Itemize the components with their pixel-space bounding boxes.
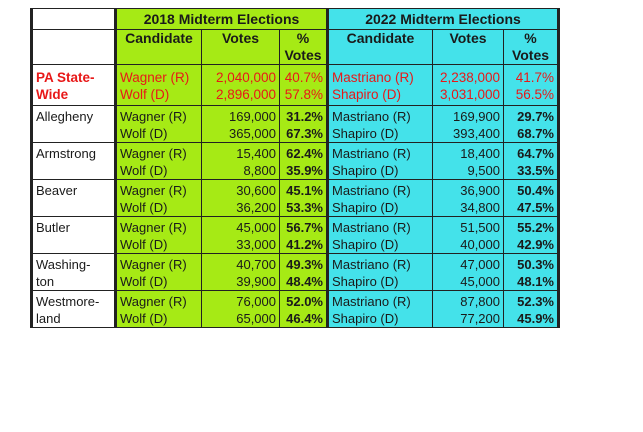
- candidates-2022: Mastriano (R) Shapiro (D): [326, 179, 433, 217]
- county-name: Butler: [30, 216, 116, 254]
- col-votes-2022: Votes: [432, 29, 504, 65]
- candidates-2018: Wagner (R) Wolf (D): [114, 216, 202, 254]
- candidates-2022: Mastriano (R) Shapiro (D): [326, 290, 433, 328]
- col-votes-2018: Votes: [201, 29, 280, 65]
- county-name: Washing-ton: [30, 253, 116, 291]
- votes-2022: 18,400 9,500: [432, 142, 504, 180]
- corner-cell-sub: [30, 29, 116, 65]
- votes-2022: 51,500 40,000: [432, 216, 504, 254]
- statewide-pct-2018: 40.7% 57.8%: [279, 64, 328, 106]
- county-row: Armstrong Wagner (R) Wolf (D) 15,400 8,800 62…: [30, 142, 560, 180]
- votes-2022: 169,900 393,400: [432, 105, 504, 143]
- votes-2018: 169,000 365,000: [201, 105, 280, 143]
- county-row: Allegheny Wagner (R) Wolf (D) 169,000 365,00…: [30, 105, 560, 143]
- col-pct-2018: % Votes: [279, 29, 328, 65]
- candidates-2018: Wagner (R) Wolf (D): [114, 290, 202, 328]
- votes-2018: 45,000 33,000: [201, 216, 280, 254]
- candidates-2018: Wagner (R) Wolf (D): [114, 253, 202, 291]
- votes-2018: 40,700 39,900: [201, 253, 280, 291]
- votes-2022: 87,800 77,200: [432, 290, 504, 328]
- statewide-candidates-2022: Mastriano (R) Shapiro (D): [326, 64, 433, 106]
- pct-2022: 55.2% 42.9%: [503, 216, 560, 254]
- county-row: Washing-ton Wagner (R) Wolf (D) 40,700 39,90…: [30, 253, 560, 291]
- election-results-table: 2018 Midterm Elections 2022 Midterm Elec…: [30, 8, 560, 328]
- pct-2018: 52.0% 46.4%: [279, 290, 328, 328]
- county-name: Westmore-land: [30, 290, 116, 328]
- county-row: Butler Wagner (R) Wolf (D) 45,000 33,000 56.7…: [30, 216, 560, 254]
- pct-2022: 29.7% 68.7%: [503, 105, 560, 143]
- col-candidate-2022: Candidate: [326, 29, 433, 65]
- county-name: Beaver: [30, 179, 116, 217]
- votes-2022: 47,000 45,000: [432, 253, 504, 291]
- pct-2022: 64.7% 33.5%: [503, 142, 560, 180]
- statewide-votes-2022: 2,238,000 3,031,000: [432, 64, 504, 106]
- statewide-candidates-2018: Wagner (R) Wolf (D): [114, 64, 202, 106]
- votes-2018: 76,000 65,000: [201, 290, 280, 328]
- header-2018: 2018 Midterm Elections: [114, 8, 328, 30]
- corner-cell: [30, 8, 116, 30]
- statewide-votes-2018: 2,040,000 2,896,000: [201, 64, 280, 106]
- candidates-2018: Wagner (R) Wolf (D): [114, 105, 202, 143]
- candidates-2022: Mastriano (R) Shapiro (D): [326, 253, 433, 291]
- candidates-2018: Wagner (R) Wolf (D): [114, 142, 202, 180]
- col-candidate-2018: Candidate: [114, 29, 202, 65]
- county-name: Armstrong: [30, 142, 116, 180]
- county-row: Beaver Wagner (R) Wolf (D) 30,600 36,200 45.1…: [30, 179, 560, 217]
- pct-2018: 31.2% 67.3%: [279, 105, 328, 143]
- pct-2022: 50.4% 47.5%: [503, 179, 560, 217]
- statewide-label: PA State- Wide: [30, 64, 116, 106]
- votes-2018: 15,400 8,800: [201, 142, 280, 180]
- candidates-2022: Mastriano (R) Shapiro (D): [326, 105, 433, 143]
- pct-2018: 56.7% 41.2%: [279, 216, 328, 254]
- pct-2018: 49.3% 48.4%: [279, 253, 328, 291]
- statewide-row: PA State- Wide Wagner (R) Wolf (D) 2,040,0…: [30, 64, 560, 106]
- votes-2022: 36,900 34,800: [432, 179, 504, 217]
- pct-2022: 52.3% 45.9%: [503, 290, 560, 328]
- votes-2018: 30,600 36,200: [201, 179, 280, 217]
- candidates-2018: Wagner (R) Wolf (D): [114, 179, 202, 217]
- county-row: Westmore-land Wagner (R) Wolf (D) 76,000 65,…: [30, 290, 560, 328]
- candidates-2022: Mastriano (R) Shapiro (D): [326, 216, 433, 254]
- col-pct-2022: % Votes: [503, 29, 560, 65]
- pct-2018: 45.1% 53.3%: [279, 179, 328, 217]
- pct-2018: 62.4% 35.9%: [279, 142, 328, 180]
- county-name: Allegheny: [30, 105, 116, 143]
- statewide-pct-2022: 41.7% 56.5%: [503, 64, 560, 106]
- pct-2022: 50.3% 48.1%: [503, 253, 560, 291]
- header-2022: 2022 Midterm Elections: [326, 8, 560, 30]
- candidates-2022: Mastriano (R) Shapiro (D): [326, 142, 433, 180]
